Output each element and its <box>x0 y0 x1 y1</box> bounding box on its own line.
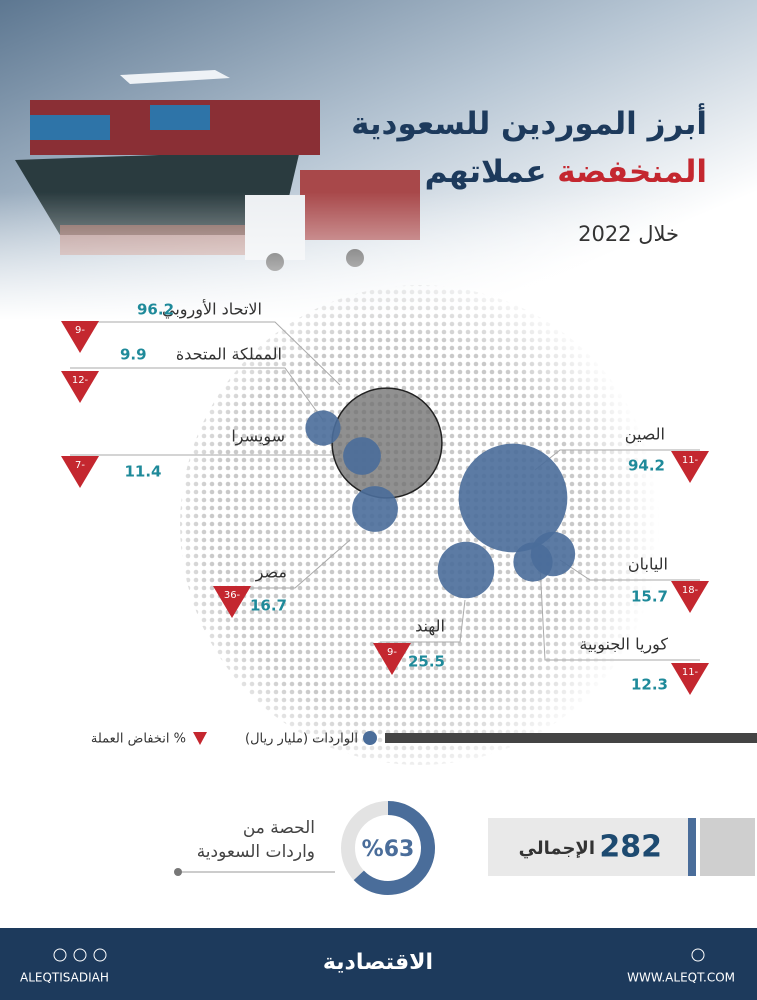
header-fade <box>0 0 757 320</box>
import-bubble <box>513 542 553 582</box>
share-label-2: واردات السعودية <box>197 842 315 862</box>
drop-triangle <box>213 586 251 618</box>
legend-bar <box>385 733 757 743</box>
import-value: 25.5 <box>408 653 445 671</box>
country-name: كوريا الجنوبية <box>579 635 668 655</box>
drop-triangle <box>671 581 709 613</box>
footer-brand: الاقتصادية <box>323 950 433 975</box>
legend-drop-swatch <box>193 732 207 745</box>
legend-imports-swatch <box>363 731 377 745</box>
title-line-1: أبرز الموردين للسعودية <box>351 106 707 142</box>
currency-drop: 9- <box>75 325 85 336</box>
subtitle: خلال 2022 <box>578 222 679 246</box>
title: أبرز الموردين للسعودية المنخفضة عملاتهم <box>351 100 707 196</box>
share-dot <box>174 868 182 876</box>
import-value: 11.4 <box>124 463 161 481</box>
import-bubble <box>437 541 495 599</box>
total-box <box>488 818 688 876</box>
currency-drop: 18- <box>682 585 699 596</box>
country-name: الهند <box>415 617 445 637</box>
footer-website: WWW.ALEQT.COM <box>627 971 735 985</box>
legend-imports: الواردات (مليار ريال) <box>245 732 358 747</box>
import-value: 16.7 <box>250 597 287 615</box>
country-name: الاتحاد الأوروبي <box>162 299 262 320</box>
currency-drop: 11- <box>682 455 699 466</box>
share-arc <box>353 801 435 895</box>
country-name: الصين <box>625 425 665 445</box>
footer-handle: ALEQTISADIAH <box>20 971 109 985</box>
currency-drop: 11- <box>682 667 699 678</box>
title-highlight: المنخفضة <box>557 154 707 190</box>
import-value: 9.9 <box>120 346 147 364</box>
import-bubble <box>352 486 398 532</box>
share-value: %63 <box>362 837 415 862</box>
currency-drop: 7- <box>75 460 85 471</box>
drop-triangle <box>671 451 709 483</box>
import-bubble <box>458 443 568 553</box>
total-block <box>700 818 755 876</box>
currency-drop: 36- <box>224 590 241 601</box>
footer <box>0 928 757 1000</box>
import-value: 96.2 <box>137 301 174 319</box>
drop-triangle <box>671 663 709 695</box>
legend-drop: انخفاض العملة % <box>91 732 186 747</box>
total-label: الإجمالي <box>519 838 595 859</box>
country-name: مصر <box>255 563 287 583</box>
total-value: 282 <box>599 830 662 865</box>
bubbles <box>305 387 576 599</box>
import-value: 15.7 <box>631 588 668 606</box>
title-rest: عملاتهم <box>424 154 547 190</box>
drop-triangle <box>61 321 99 353</box>
drop-triangle <box>61 456 99 488</box>
country-name: سويسرا <box>231 427 285 447</box>
country-name: اليابان <box>628 555 668 574</box>
total-stripe <box>688 818 696 876</box>
import-bubble <box>343 437 381 475</box>
share-label-1: الحصة من <box>243 818 315 838</box>
currency-drop: 12- <box>72 375 89 386</box>
drop-triangle <box>61 371 99 403</box>
drop-triangle <box>373 643 411 675</box>
import-value: 94.2 <box>628 457 665 475</box>
import-bubble <box>305 410 341 446</box>
title-line-2: المنخفضة عملاتهم <box>351 148 707 196</box>
globe <box>180 285 660 765</box>
social-icons <box>53 948 705 962</box>
currency-drop: 9- <box>387 647 397 658</box>
country-name: المملكة المتحدة <box>176 345 282 364</box>
import-value: 12.3 <box>631 676 668 694</box>
